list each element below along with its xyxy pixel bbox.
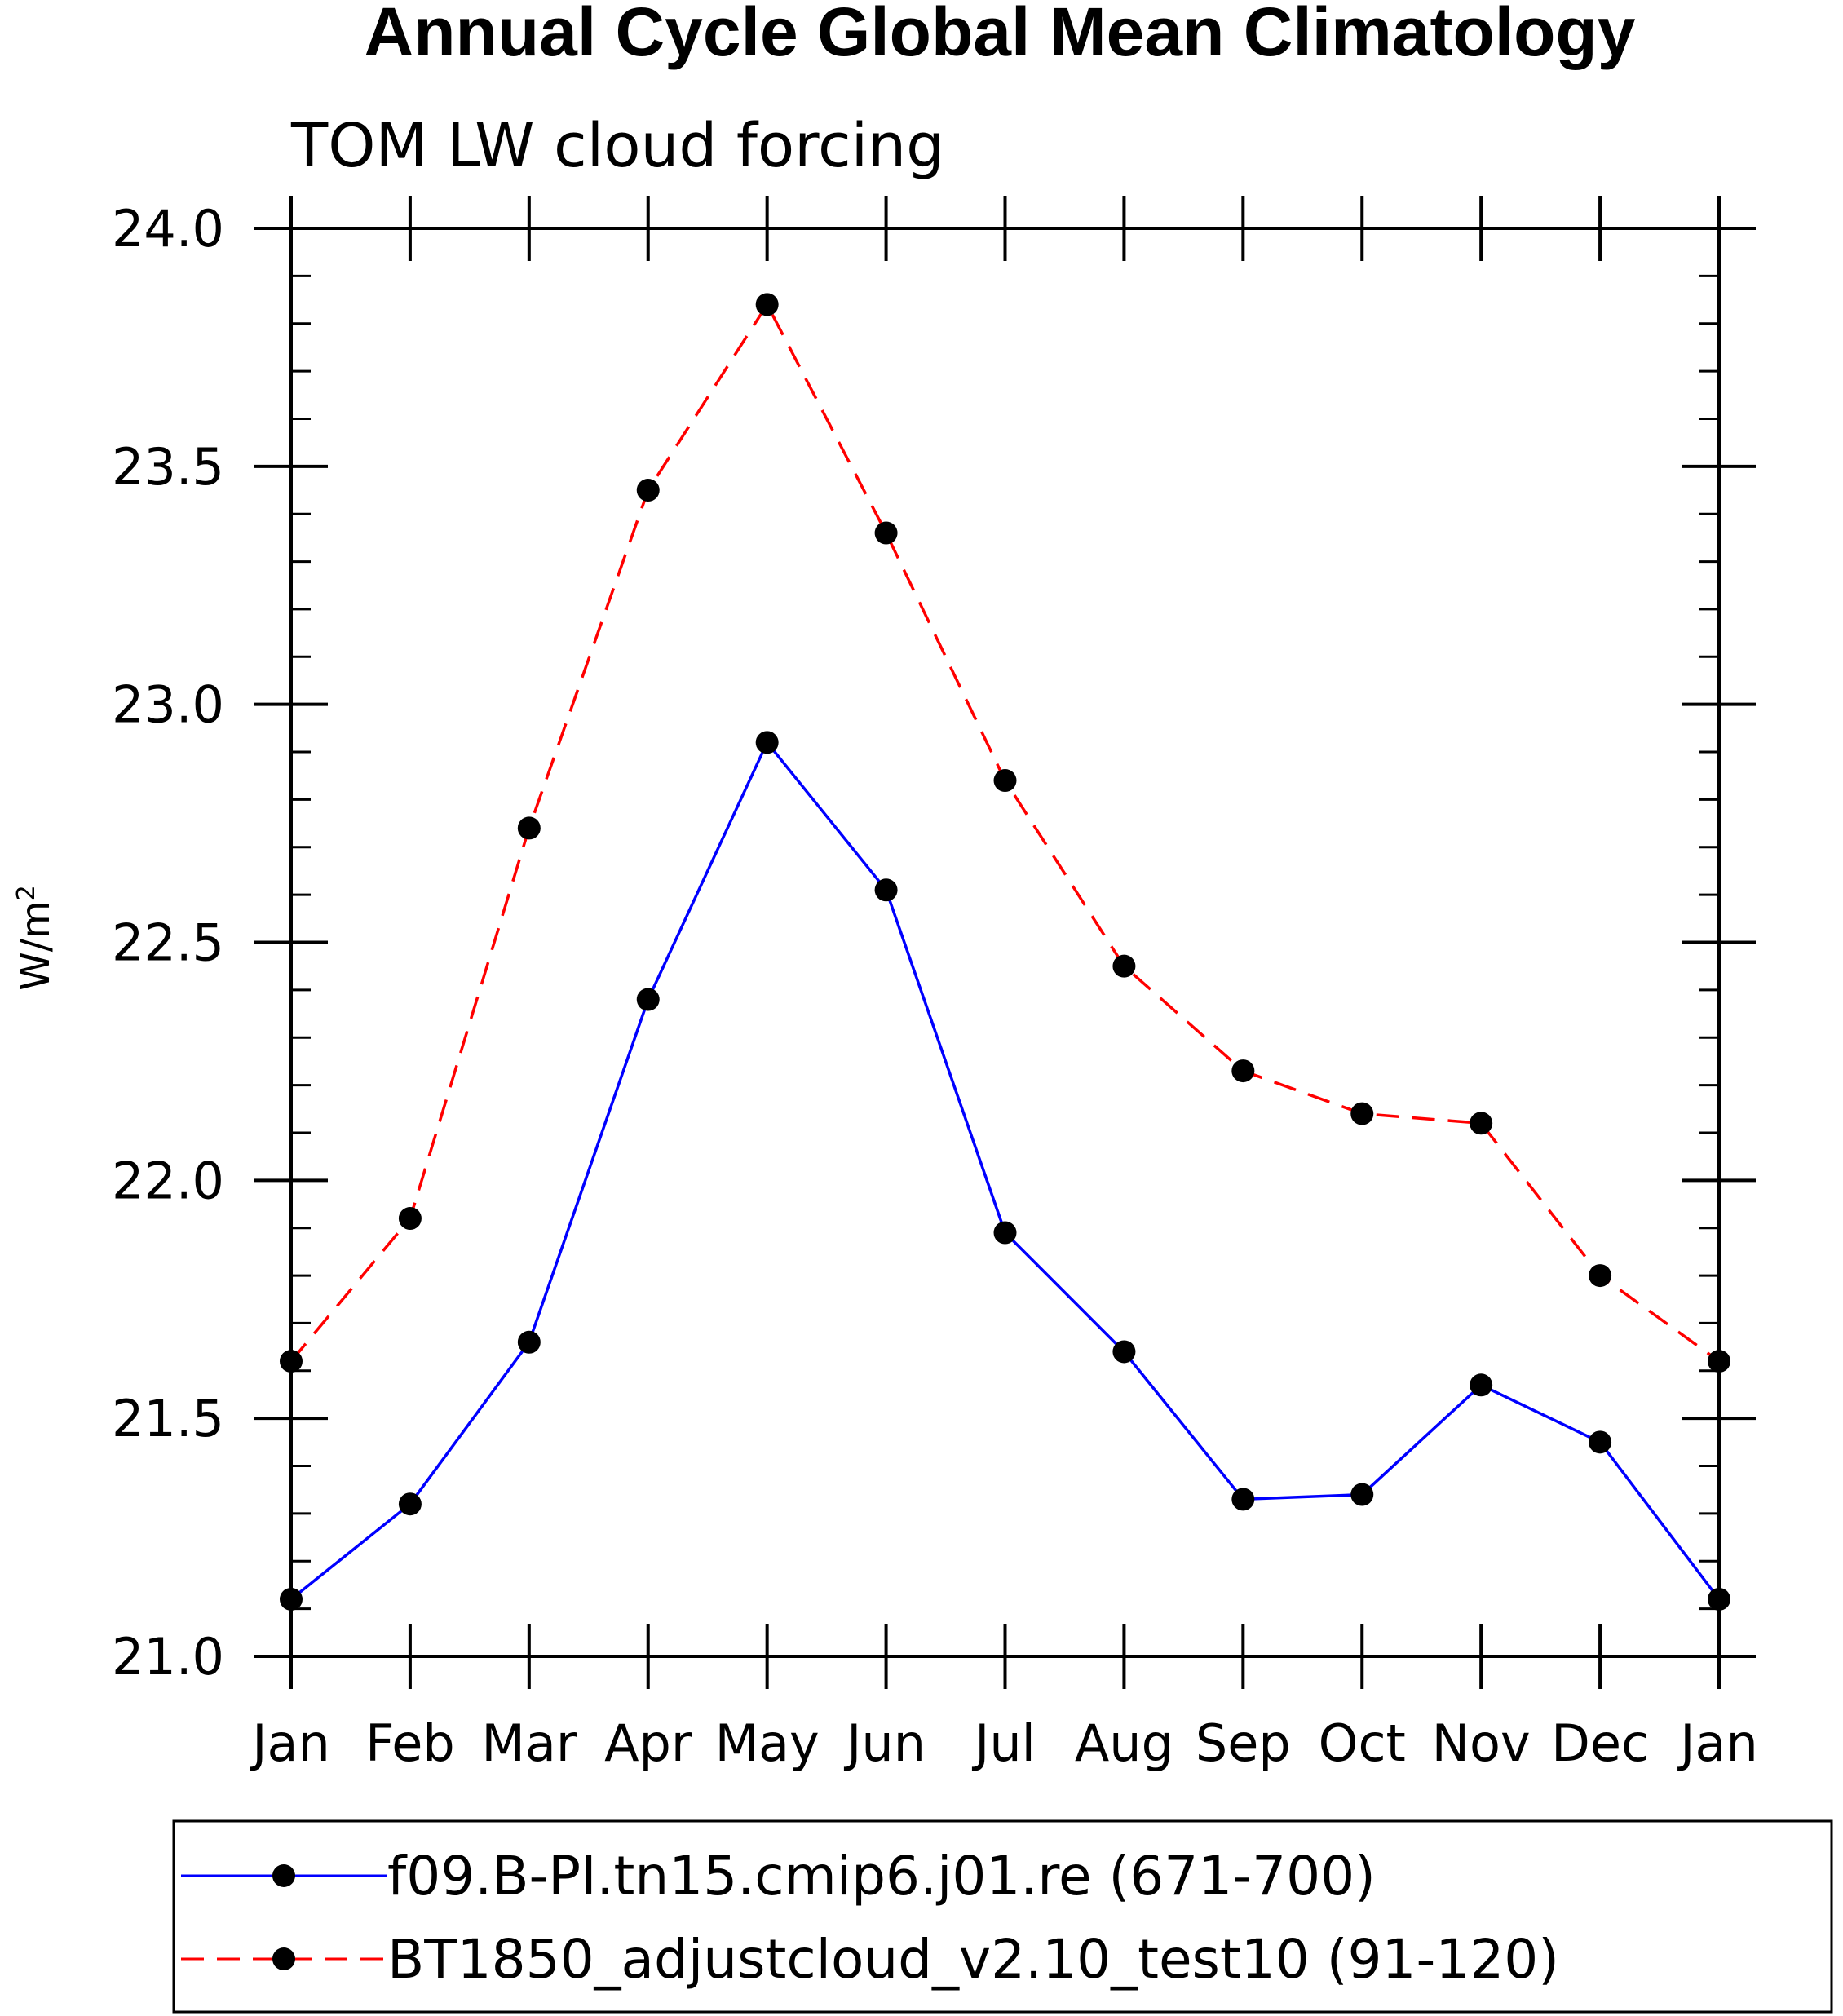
- series-2-point: [755, 293, 779, 316]
- x-tick-label: Jun: [843, 1713, 926, 1773]
- x-tick-label: Aug: [1075, 1713, 1173, 1773]
- x-tick-label: Sep: [1196, 1713, 1291, 1773]
- series-1-point: [1470, 1373, 1493, 1397]
- legend-label-series-1: f09.B-PI.tn15.cmip6.j01.re (671-700): [387, 1845, 1376, 1908]
- chart-title: Annual Cycle Global Mean Climatology: [365, 0, 1636, 70]
- series-2-point: [398, 1207, 422, 1231]
- series-layer: [280, 293, 1730, 1611]
- y-tick-label: 23.0: [112, 675, 224, 735]
- series-1-point: [636, 988, 660, 1011]
- series-1-point: [755, 731, 779, 754]
- x-tick-label: Dec: [1551, 1713, 1649, 1773]
- y-axis-label-base: W/m: [13, 900, 59, 990]
- series-line-2: [289, 301, 1721, 1363]
- series-1-point: [1708, 1587, 1730, 1611]
- series-2-point: [1112, 954, 1136, 978]
- series-2-point: [1589, 1264, 1612, 1288]
- y-tick-label: 21.0: [112, 1627, 224, 1687]
- x-tick-label: May: [715, 1713, 820, 1773]
- chart-subtitle: TOM LW cloud forcing: [290, 111, 944, 181]
- series-1-point: [398, 1492, 422, 1516]
- y-tick-label: 21.5: [112, 1389, 224, 1448]
- y-tick-label: 22.0: [112, 1151, 224, 1210]
- x-tick-label: Mar: [481, 1713, 577, 1773]
- x-tick-label: Nov: [1432, 1713, 1531, 1773]
- series-line-1: [289, 740, 1721, 1601]
- series-1-point: [993, 1221, 1017, 1245]
- y-tick-label: 23.5: [112, 437, 224, 497]
- legend-box: [172, 1819, 1833, 2014]
- series-2-point: [874, 521, 898, 545]
- x-tick-label: Jan: [1677, 1713, 1758, 1773]
- series-1-point: [1589, 1430, 1612, 1454]
- series-2-point: [1350, 1102, 1374, 1125]
- x-tick-label: Jul: [971, 1713, 1036, 1773]
- plot-frame: [289, 227, 1721, 1658]
- legend-marker-series-2: [272, 1947, 295, 1970]
- series-1-point: [280, 1587, 303, 1611]
- y-axis-label: W/m2: [12, 885, 59, 990]
- x-tick-label: Jan: [249, 1713, 330, 1773]
- axis-ticks: Jan Feb Mar Apr May Jun Jul Aug Sep Oct Nov Dec Jan 2…: [112, 196, 1758, 1773]
- y-axis-label-superscript: 2: [12, 885, 41, 900]
- series-1-point: [517, 1330, 541, 1354]
- series-1-point: [1112, 1340, 1136, 1364]
- x-tick-label: Apr: [604, 1713, 692, 1773]
- legend-marker-series-1: [272, 1864, 295, 1887]
- series-2-point: [280, 1350, 303, 1373]
- series-2-point: [1708, 1350, 1730, 1373]
- legend: f09.B-PI.tn15.cmip6.j01.re (671-700) BT1…: [172, 1819, 1833, 2014]
- x-tick-label: Feb: [365, 1713, 455, 1773]
- series-1-point: [874, 878, 898, 902]
- series-1-point: [1350, 1483, 1374, 1506]
- series-2-point: [993, 769, 1017, 793]
- series-2-point: [636, 479, 660, 502]
- y-tick-label: 24.0: [112, 199, 224, 259]
- y-tick-label: 22.5: [112, 913, 224, 973]
- series-1-point: [1231, 1488, 1255, 1511]
- series-2-point: [1470, 1112, 1493, 1135]
- x-tick-label: Oct: [1319, 1713, 1406, 1773]
- series-2-point: [1231, 1059, 1255, 1083]
- legend-label-series-2: BT1850_adjustcloud_v2.10_test10 (91-120): [387, 1928, 1559, 1991]
- series-2-point: [517, 816, 541, 840]
